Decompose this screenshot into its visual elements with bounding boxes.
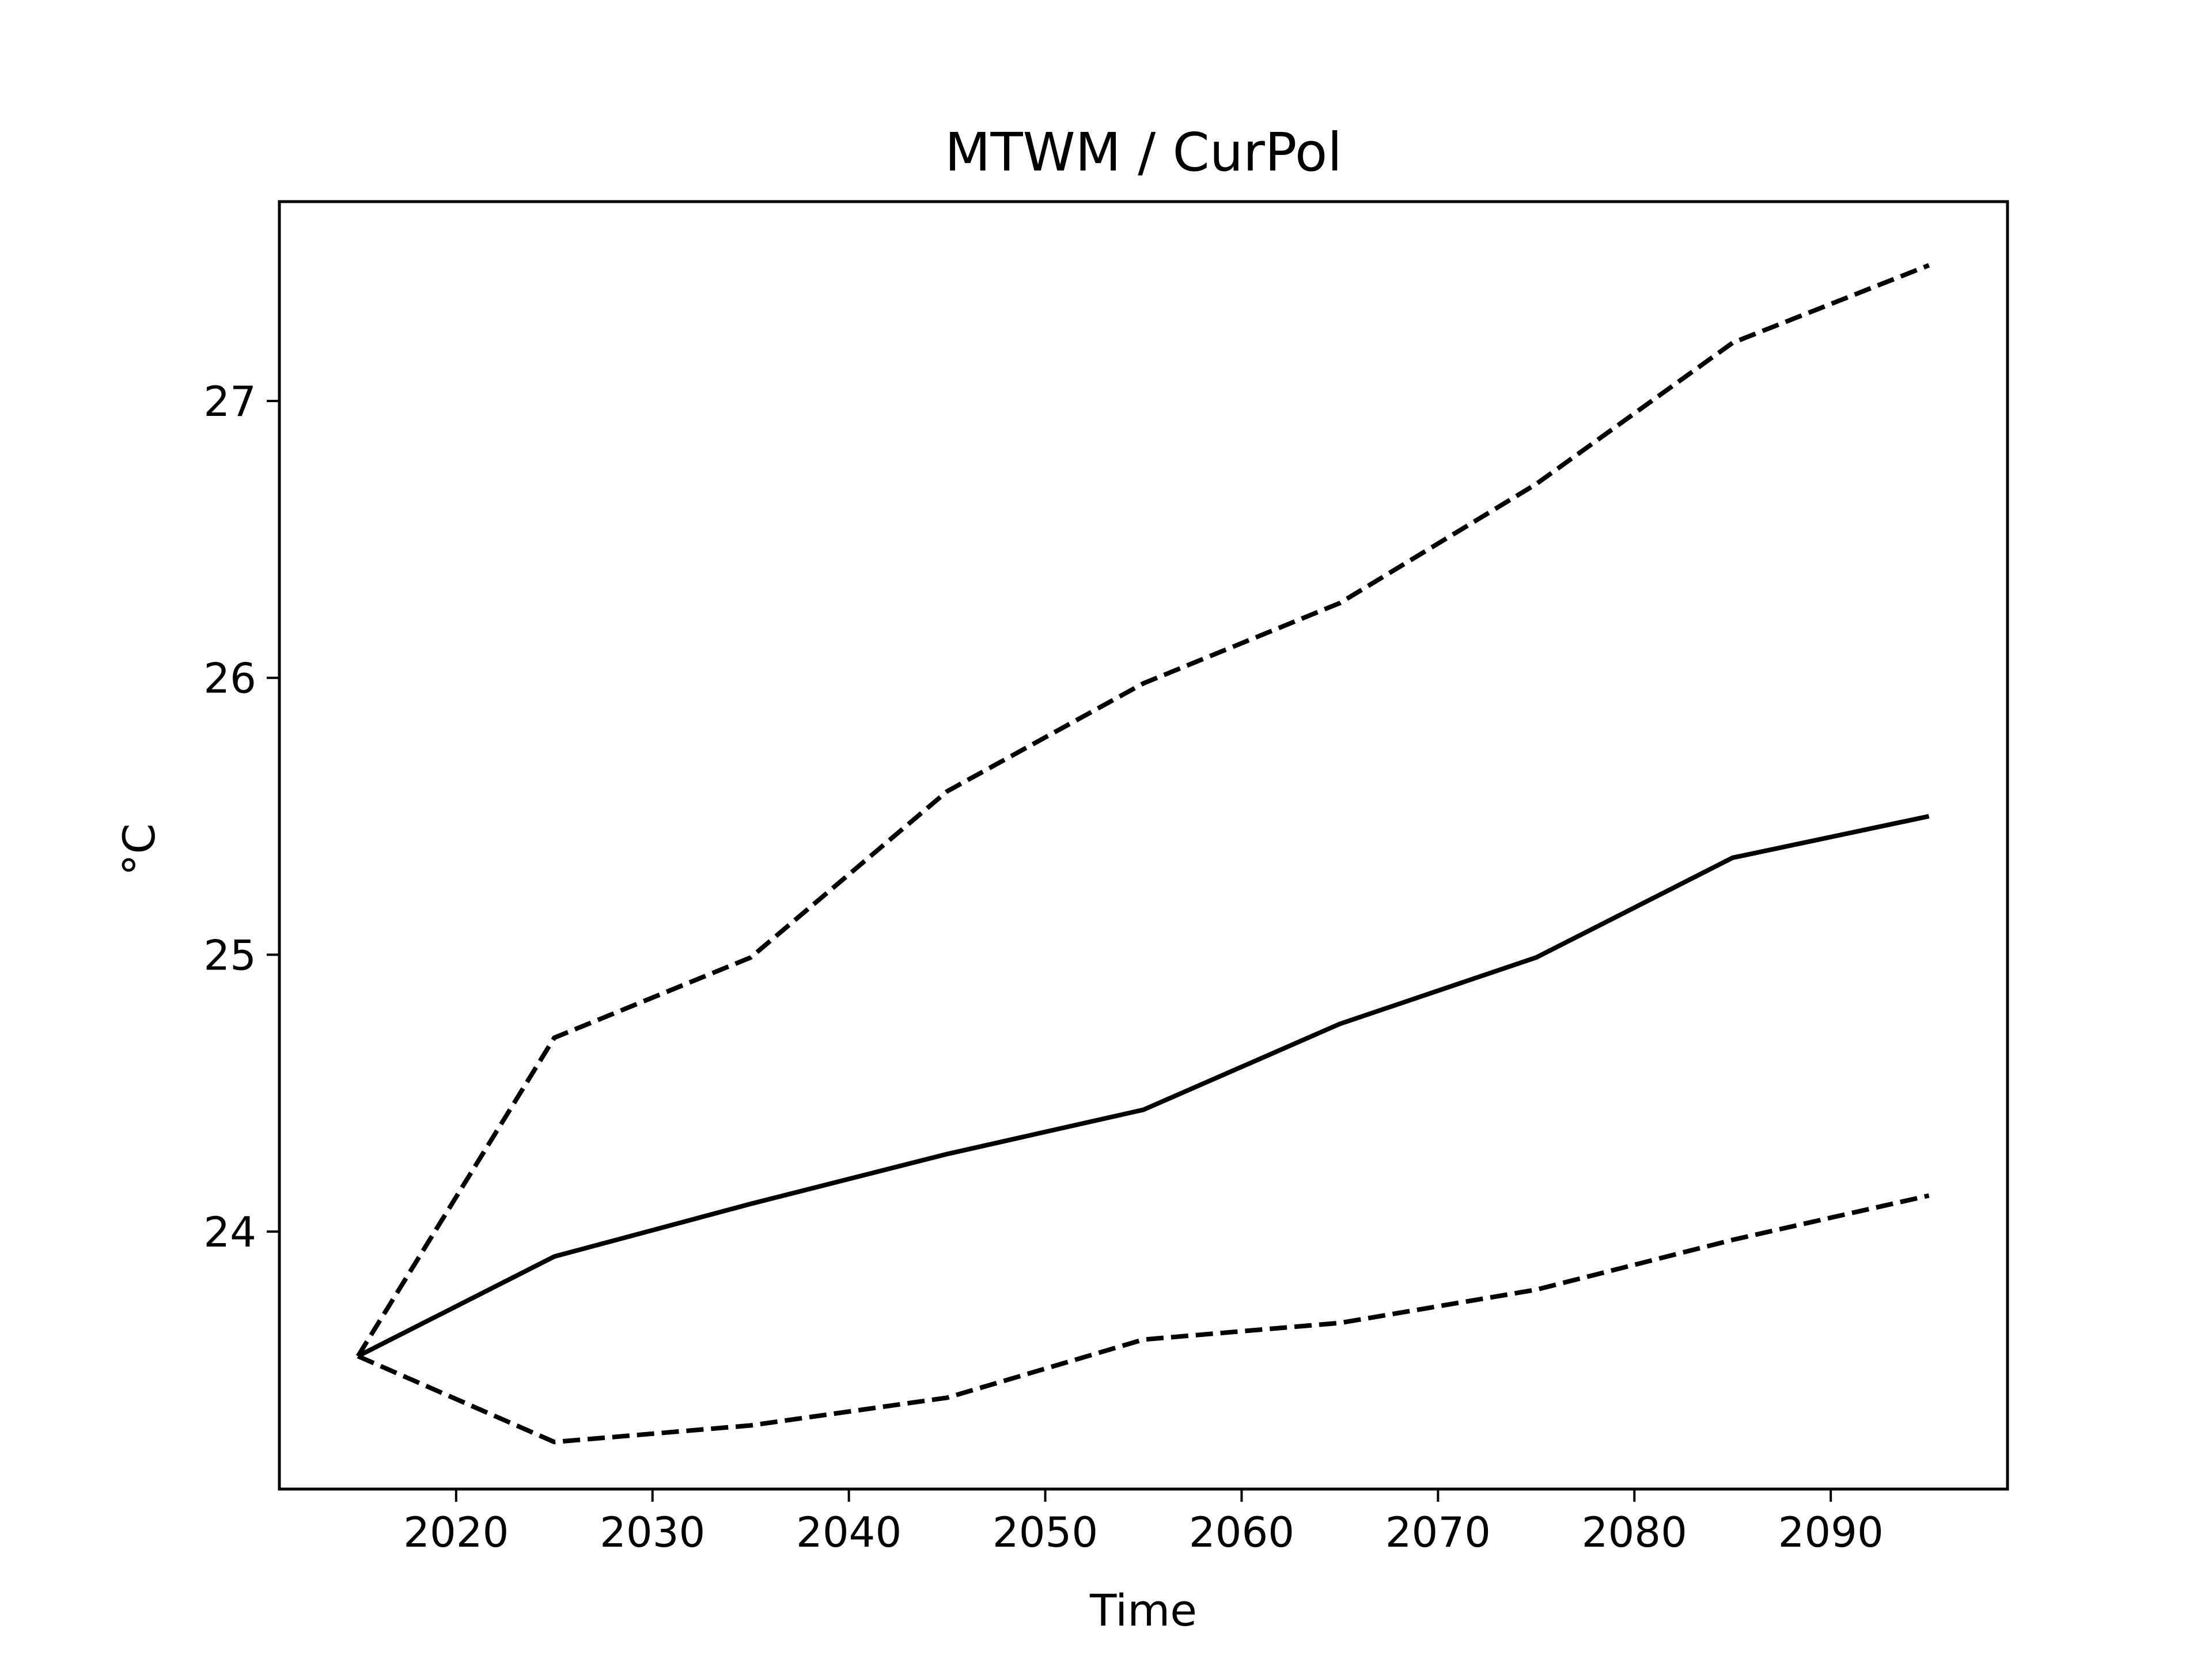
upper-bound-dashed-line — [355, 263, 1930, 1358]
ticks-layer: 2020 2030 2040 2050 2060 2070 2080 2090 24 25 26 27 — [203, 377, 1883, 1556]
y-tick-label: 26 — [203, 654, 256, 703]
x-tick-label: 2030 — [600, 1508, 705, 1556]
chart-title: MTWM / CurPol — [945, 122, 1342, 183]
x-tick-label: 2050 — [993, 1508, 1098, 1556]
y-tick-label: 25 — [203, 931, 256, 979]
x-tick-label: 2080 — [1582, 1508, 1687, 1556]
y-tick-label: 27 — [203, 377, 256, 426]
series-layer — [355, 263, 1930, 1445]
x-axis-label: Time — [1089, 1585, 1197, 1636]
y-tick-label: 24 — [203, 1208, 256, 1256]
x-tick-label: 2020 — [403, 1508, 509, 1556]
plot-area-frame — [278, 200, 2009, 1491]
x-tick-label: 2070 — [1385, 1508, 1491, 1556]
median-line — [357, 814, 1930, 1358]
y-axis-label: °C — [113, 823, 165, 876]
x-tick-label: 2040 — [796, 1508, 902, 1556]
x-tick-label: 2060 — [1189, 1508, 1294, 1556]
x-tick-label: 2090 — [1778, 1508, 1884, 1556]
lower-bound-dashed-line — [357, 1193, 1930, 1445]
